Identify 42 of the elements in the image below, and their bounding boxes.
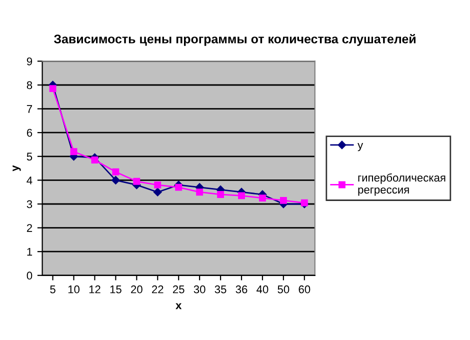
x-tick-label: 20 xyxy=(131,285,142,294)
x-tick-label: 25 xyxy=(172,285,184,294)
point xyxy=(112,176,120,184)
x-tick-label: 12 xyxy=(89,285,100,294)
x-tick-label: 5 xyxy=(50,286,56,294)
x-tick-label: 30 xyxy=(194,285,206,294)
point xyxy=(154,188,162,196)
y-tick-label: 3 xyxy=(26,200,32,208)
y-tick-label: 9 xyxy=(26,57,32,66)
y-tick-label: 2 xyxy=(26,224,32,232)
point xyxy=(217,191,224,198)
point xyxy=(238,192,245,200)
x-tick-label: 22 xyxy=(152,285,164,294)
y-tick-label: 6 xyxy=(26,128,32,137)
chart-title: Зависимость цены программы от количества слушателей xyxy=(54,34,416,46)
y-tick-label: 4 xyxy=(26,176,32,184)
y-tick-label: 0 xyxy=(26,272,32,280)
y-tick-label: 1 xyxy=(27,248,32,256)
x-tick-label: 50 xyxy=(278,285,290,294)
x-tick-label: 15 xyxy=(110,286,122,294)
point xyxy=(259,194,266,202)
point xyxy=(133,178,140,185)
legend-label: y xyxy=(358,142,364,152)
y-tick-label: 8 xyxy=(26,81,32,90)
y-axis-title: y xyxy=(12,165,21,172)
point xyxy=(49,85,56,92)
point xyxy=(91,156,98,164)
point xyxy=(196,188,204,196)
point xyxy=(175,184,182,191)
point xyxy=(112,168,120,176)
x-tick-label: 36 xyxy=(236,285,248,294)
x-tick-label: 40 xyxy=(256,285,268,294)
y-tick-label: 7 xyxy=(26,105,32,113)
x-axis-title: x xyxy=(176,303,182,310)
point xyxy=(70,148,78,156)
y-tick-label: 5 xyxy=(26,152,32,161)
x-tick-label: 60 xyxy=(298,285,310,294)
x-tick-label: 35 xyxy=(214,285,226,294)
point xyxy=(280,196,287,204)
point xyxy=(154,181,162,188)
x-tick-label: 10 xyxy=(68,285,80,294)
legend-label: гиперболическая регрессия xyxy=(358,173,446,196)
